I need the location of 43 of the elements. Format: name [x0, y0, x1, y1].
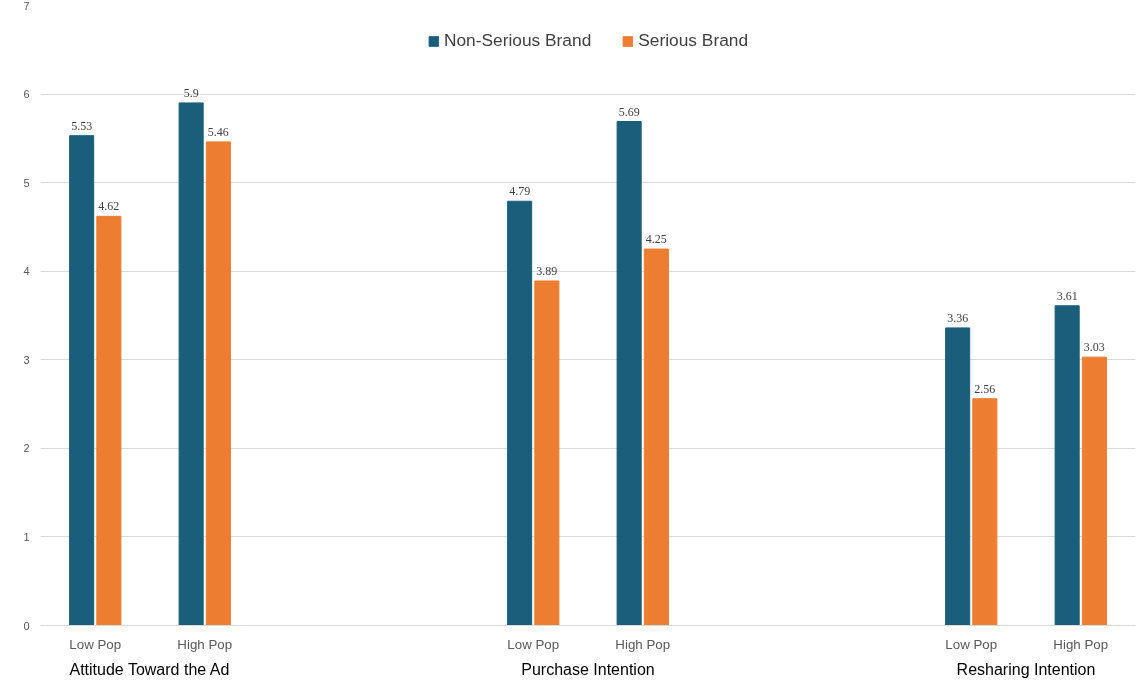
- text: Resharing Intention: [956, 660, 1096, 678]
- legend-label: Serious Brand: [638, 30, 749, 51]
- data-label: 5.9: [183, 85, 199, 100]
- x-tick-label: High Pop: [1053, 636, 1109, 652]
- data-label: 4.25: [645, 232, 667, 247]
- y-tick-label: 5: [23, 176, 30, 189]
- data-label: 3.03: [1083, 340, 1105, 355]
- x-tick-label: Low Pop: [69, 636, 122, 652]
- data-label: 3.61: [1056, 288, 1078, 303]
- bar: [1081, 356, 1107, 626]
- bar: [205, 141, 231, 626]
- x-tick-label: High Pop: [177, 636, 233, 652]
- text: Attitude Toward the Ad: [69, 660, 230, 678]
- bar: [178, 102, 204, 626]
- bar: [534, 280, 560, 626]
- x-tick-label: Low Pop: [507, 636, 560, 652]
- data-label: 5.53: [71, 118, 93, 133]
- bar: [616, 121, 642, 626]
- bar: [507, 200, 533, 626]
- legend-label: Non-Serious Brand: [443, 30, 592, 51]
- bar: [69, 135, 95, 626]
- x-tick-label: Low Pop: [945, 636, 998, 652]
- bar: [96, 215, 122, 626]
- bar: [643, 248, 669, 626]
- text: Purchase Intention: [521, 660, 655, 678]
- y-tick-label: 3: [23, 353, 30, 366]
- data-label: 5.69: [618, 104, 640, 119]
- y-tick-label: 1: [23, 530, 30, 543]
- y-tick-label: 6: [23, 88, 30, 101]
- x-tick-label: High Pop: [615, 636, 671, 652]
- bar: [945, 327, 971, 626]
- data-label: 4.79: [509, 184, 531, 199]
- data-label: 2.56: [974, 381, 996, 396]
- data-label: 3.36: [947, 310, 969, 325]
- bar: [972, 398, 998, 626]
- y-tick-label: 7: [23, 0, 30, 12]
- data-label: 3.89: [536, 263, 558, 278]
- y-tick-label: 0: [23, 619, 30, 632]
- bar: [1054, 305, 1080, 626]
- data-label: 4.62: [98, 199, 120, 214]
- y-tick-label: 4: [23, 265, 30, 278]
- y-tick-label: 2: [23, 442, 30, 455]
- data-label: 5.46: [207, 124, 229, 139]
